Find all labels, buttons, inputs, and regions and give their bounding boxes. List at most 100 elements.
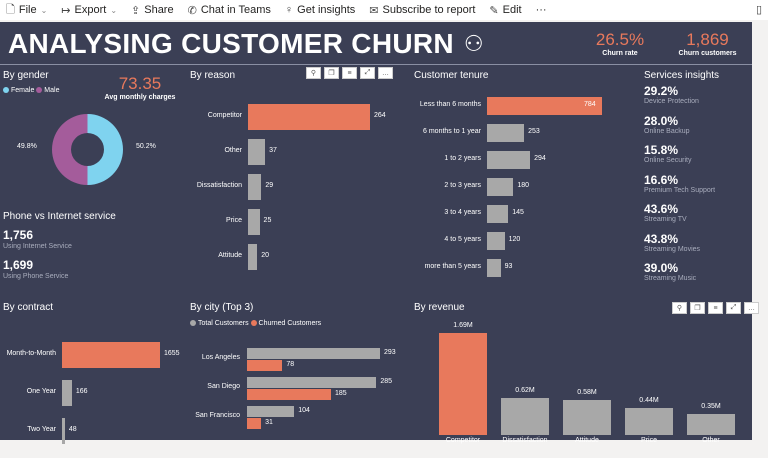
toolbar-label: Edit [502,4,522,16]
bar-city-churned[interactable] [247,360,283,371]
data-label: 185 [334,390,347,397]
bar-revenue[interactable] [501,397,549,435]
divider [0,64,752,65]
pin-icon[interactable]: ⚲ [306,67,321,79]
bar-tenure[interactable] [487,151,531,169]
service-item: 43.8% Streaming Movies [644,232,715,262]
avg-charges-label: Avg monthly charges [104,94,176,101]
bar-city-total[interactable] [247,406,295,417]
legend-churned: Churned Customers [258,320,322,327]
bar-city-churned[interactable] [247,389,331,400]
services-list: 29.2% Device Protection 28.0% Online Backup… [644,84,715,291]
toolbar-lightbulb-button[interactable]: ♀ Get insights [285,4,355,16]
category-label: Attitude [575,437,599,444]
bar-contract[interactable] [62,380,72,406]
copy-icon[interactable]: ❐ [324,67,339,79]
male-pct: 49.8% [17,143,37,150]
title-area: ANALYSING CUSTOMER CHURN ⚇ [8,28,484,60]
bar-contract[interactable] [62,418,65,444]
bar-tenure[interactable] [487,178,514,196]
service-label: Online Security [644,157,692,164]
customer-search-icon: ⚇ [463,31,484,56]
service-label: Streaming Movies [644,245,701,253]
service-value: 16.6% [644,172,679,187]
avg-charges-value: 73.35 [118,74,162,93]
bar-tenure[interactable] [487,124,525,142]
file-icon: 🗋 [6,3,15,16]
category-label: Dissatisfaction [502,437,548,444]
more-icon[interactable]: … [378,67,393,79]
data-label: 293 [384,349,396,356]
donut-slice-male[interactable] [51,114,88,185]
toolbar-share-button[interactable]: ⇪ Share [131,4,174,17]
donut-slice-female[interactable] [87,114,123,185]
internet-label: Using Internet Service [3,243,72,250]
toolbar-subscribe-button[interactable]: ✉ Subscribe to report [369,4,475,17]
bar-tenure[interactable] [487,232,505,250]
focus-icon[interactable]: ⤢ [360,67,375,79]
category-label: Other [702,437,720,444]
category-label: Price [641,437,657,444]
pin-icon[interactable]: ⚲ [672,302,687,314]
share-icon: ⇪ [131,4,141,17]
filter-icon[interactable]: ≡ [708,302,723,314]
data-label: 31 [265,419,273,426]
data-label: 104 [298,407,310,414]
gender-donut [51,114,123,185]
bar-city-total[interactable] [247,348,380,359]
bar-reason[interactable] [248,209,260,235]
bar-tenure[interactable] [487,97,602,115]
category-label: Other [224,147,242,154]
focus-icon[interactable]: ⤢ [726,302,741,314]
toolbar-label: Share [144,4,174,16]
bar-reason[interactable] [248,139,266,165]
filter-icon[interactable]: ≡ [342,67,357,79]
service-label: Premium Tech Support [644,186,716,194]
category-label: San Diego [207,383,240,390]
bar-tenure[interactable] [487,205,509,223]
services-title: Services insights [644,70,720,81]
service-item: 15.8% Online Security [644,143,715,173]
service-label: Streaming Music [644,275,697,282]
data-label: 20 [261,252,270,259]
data-label: 0.58M [577,388,597,396]
data-label: 25 [263,217,272,224]
bookmark-icon[interactable]: ▯ [755,4,762,16]
bar-tenure[interactable] [487,259,501,277]
service-label: Online Backup [644,127,690,135]
category-label: Less than 6 months [419,101,481,108]
toolbar-label: File [18,4,37,16]
copy-icon[interactable]: ❐ [690,302,705,314]
toolbar-teams-button[interactable]: ✆ Chat in Teams [188,4,271,17]
service-value: 29.2% [644,84,679,98]
more-options-button[interactable]: ··· [535,4,547,16]
reason-title: By reason [190,70,236,81]
bar-revenue[interactable] [625,408,673,435]
service-item: 16.6% Premium Tech Support [644,173,715,203]
toolbar-export-button[interactable]: ↦ Export ⌄ [61,4,117,17]
bar-reason[interactable] [248,244,258,270]
bar-revenue[interactable] [439,333,487,435]
bar-city-total[interactable] [247,377,377,388]
bar-revenue[interactable] [563,399,611,435]
bar-revenue[interactable] [687,413,735,435]
teams-icon: ✆ [187,4,197,17]
toolbar-pencil-button[interactable]: ✎ Edit [489,4,521,17]
bar-contract[interactable] [62,342,160,368]
more-icon[interactable]: … [744,302,759,314]
tenure-title: Customer tenure [414,70,489,81]
chevron-down-icon: ⌄ [40,5,48,15]
service-item: 28.0% Online Backup [644,114,715,144]
toolbar-file-button[interactable]: 🗋 File ⌄ [6,1,47,20]
bar-reason[interactable] [248,104,370,130]
bar-reason[interactable] [248,174,262,200]
service-label: Device Protection [644,98,699,105]
service-value: 15.8% [644,143,679,157]
data-label: 48 [68,426,77,433]
data-label: 120 [508,236,521,243]
bar-city-churned[interactable] [247,418,262,429]
data-label: 784 [584,101,596,108]
toolbar-label: Get insights [297,4,356,16]
category-label: Attitude [218,252,242,259]
export-icon: ↦ [61,4,71,17]
